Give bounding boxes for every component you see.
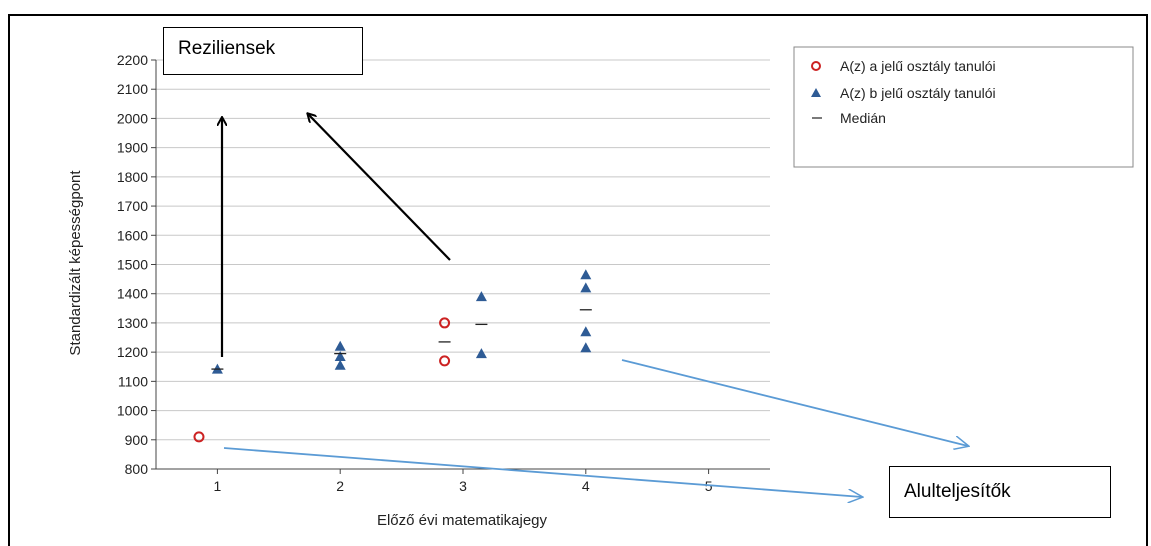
x-tick-label: 4 <box>582 478 590 494</box>
y-tick-label: 1300 <box>117 315 148 331</box>
y-axis-title: Standardizált képességpont <box>67 170 84 356</box>
x-tick-label: 2 <box>336 478 344 494</box>
legend-label-median: Medián <box>840 110 886 126</box>
figure-frame <box>8 14 1148 546</box>
y-tick-label: 900 <box>125 432 149 448</box>
point-b-6 <box>580 269 592 280</box>
data-points <box>193 269 592 443</box>
point-b-8 <box>580 326 592 337</box>
y-tick-label: 800 <box>125 461 149 477</box>
y-tick-label: 1800 <box>117 169 148 185</box>
axes <box>151 59 770 474</box>
point-a-2 <box>439 355 451 367</box>
y-tick-label: 2000 <box>117 110 148 126</box>
x-tick-label: 3 <box>459 478 467 494</box>
legend-marker-b <box>811 88 821 97</box>
grid-lines <box>156 59 770 470</box>
y-tick-label: 1400 <box>117 286 148 302</box>
point-b-1 <box>334 340 346 351</box>
point-a-1 <box>439 317 451 329</box>
legend-label-a: A(z) a jelű osztály tanulói <box>840 58 996 74</box>
legend-marker-a <box>811 61 821 71</box>
arrow-blue-lower <box>223 447 862 497</box>
y-tick-label: 2200 <box>117 52 148 68</box>
point-a-0 <box>193 431 205 443</box>
arrow-blue-upper <box>621 359 968 446</box>
y-tick-label: 1100 <box>118 373 148 389</box>
legend-label-b: A(z) b jelű osztály tanulói <box>840 85 996 101</box>
callout-reziliensek: Reziliensek <box>163 27 363 75</box>
y-tick-label: 1600 <box>117 227 148 243</box>
legend-box <box>793 46 1134 168</box>
annotation-arrows <box>222 114 968 497</box>
y-tick-label: 1200 <box>117 344 148 360</box>
y-tick-label: 1500 <box>117 257 148 273</box>
y-tick-label: 2100 <box>117 81 148 97</box>
arrow-diagonal-reziliens <box>308 114 451 261</box>
x-axis-title: Előző évi matematikajegy <box>377 512 548 529</box>
point-b-4 <box>475 291 487 302</box>
y-tick-label: 1700 <box>117 198 148 214</box>
y-tick-label: 1900 <box>117 140 148 156</box>
point-b-9 <box>580 342 592 353</box>
point-b-2 <box>334 351 346 362</box>
point-b-7 <box>580 282 592 293</box>
point-b-3 <box>334 359 346 370</box>
x-tick-label: 1 <box>214 478 222 494</box>
legend: A(z) a jelű osztály tanulói A(z) b jelű … <box>793 46 1134 168</box>
point-b-5 <box>475 348 487 359</box>
callout-alulteljesitok: Alulteljesítők <box>889 466 1111 518</box>
y-tick-labels: 800 900 1000 1100 1200 1300 1400 1500 1600 1700 18… <box>117 52 148 477</box>
y-tick-label: 1000 <box>117 403 148 419</box>
